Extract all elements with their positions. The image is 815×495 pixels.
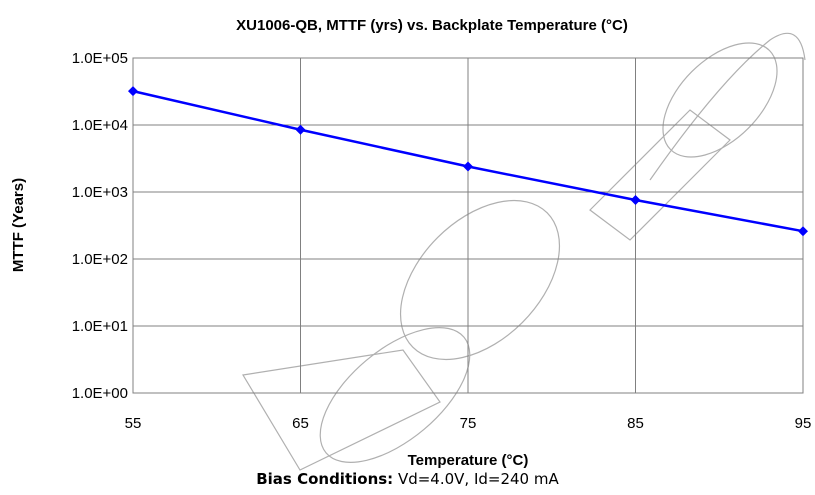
data-point-marker (295, 124, 306, 135)
x-tick-label: 85 (627, 415, 644, 432)
data-point-marker (463, 161, 473, 172)
x-tick-label: 55 (125, 415, 142, 432)
y-tick-label: 1.0E+00 (72, 385, 128, 402)
bias-label: Bias Conditions: (256, 470, 394, 488)
x-tick-label: 65 (292, 415, 309, 432)
data-point-marker (128, 86, 138, 97)
x-tick-label: 95 (795, 415, 812, 432)
plot-area-border (132, 57, 804, 394)
data-point-marker (630, 194, 641, 205)
bias-conditions: Bias Conditions: Vd=4.0V, Id=240 mA (0, 470, 815, 488)
y-tick-label: 1.0E+04 (72, 117, 128, 134)
y-axis-title: MTTF (Years) (10, 178, 27, 272)
series-layer (128, 86, 808, 237)
bias-value: Vd=4.0V, Id=240 mA (393, 470, 559, 488)
x-axis-title: Temperature (°C) (408, 452, 529, 469)
chart-title: XU1006-QB, MTTF (yrs) vs. Backplate Temp… (236, 17, 628, 34)
y-tick-label: 1.0E+03 (72, 184, 128, 201)
y-tick-label: 1.0E+01 (72, 318, 128, 335)
data-point-marker (798, 226, 808, 237)
y-tick-label: 1.0E+05 (72, 50, 128, 67)
x-tick-label: 75 (460, 415, 477, 432)
y-tick-labels: 1.0E+00 1.0E+01 1.0E+02 1.0E+03 1.0E+04 1.0E+… (72, 50, 128, 402)
grid-lines (132, 57, 804, 394)
y-tick-label: 1.0E+02 (72, 251, 128, 268)
x-tick-labels: 55 65 75 85 95 (125, 415, 812, 432)
